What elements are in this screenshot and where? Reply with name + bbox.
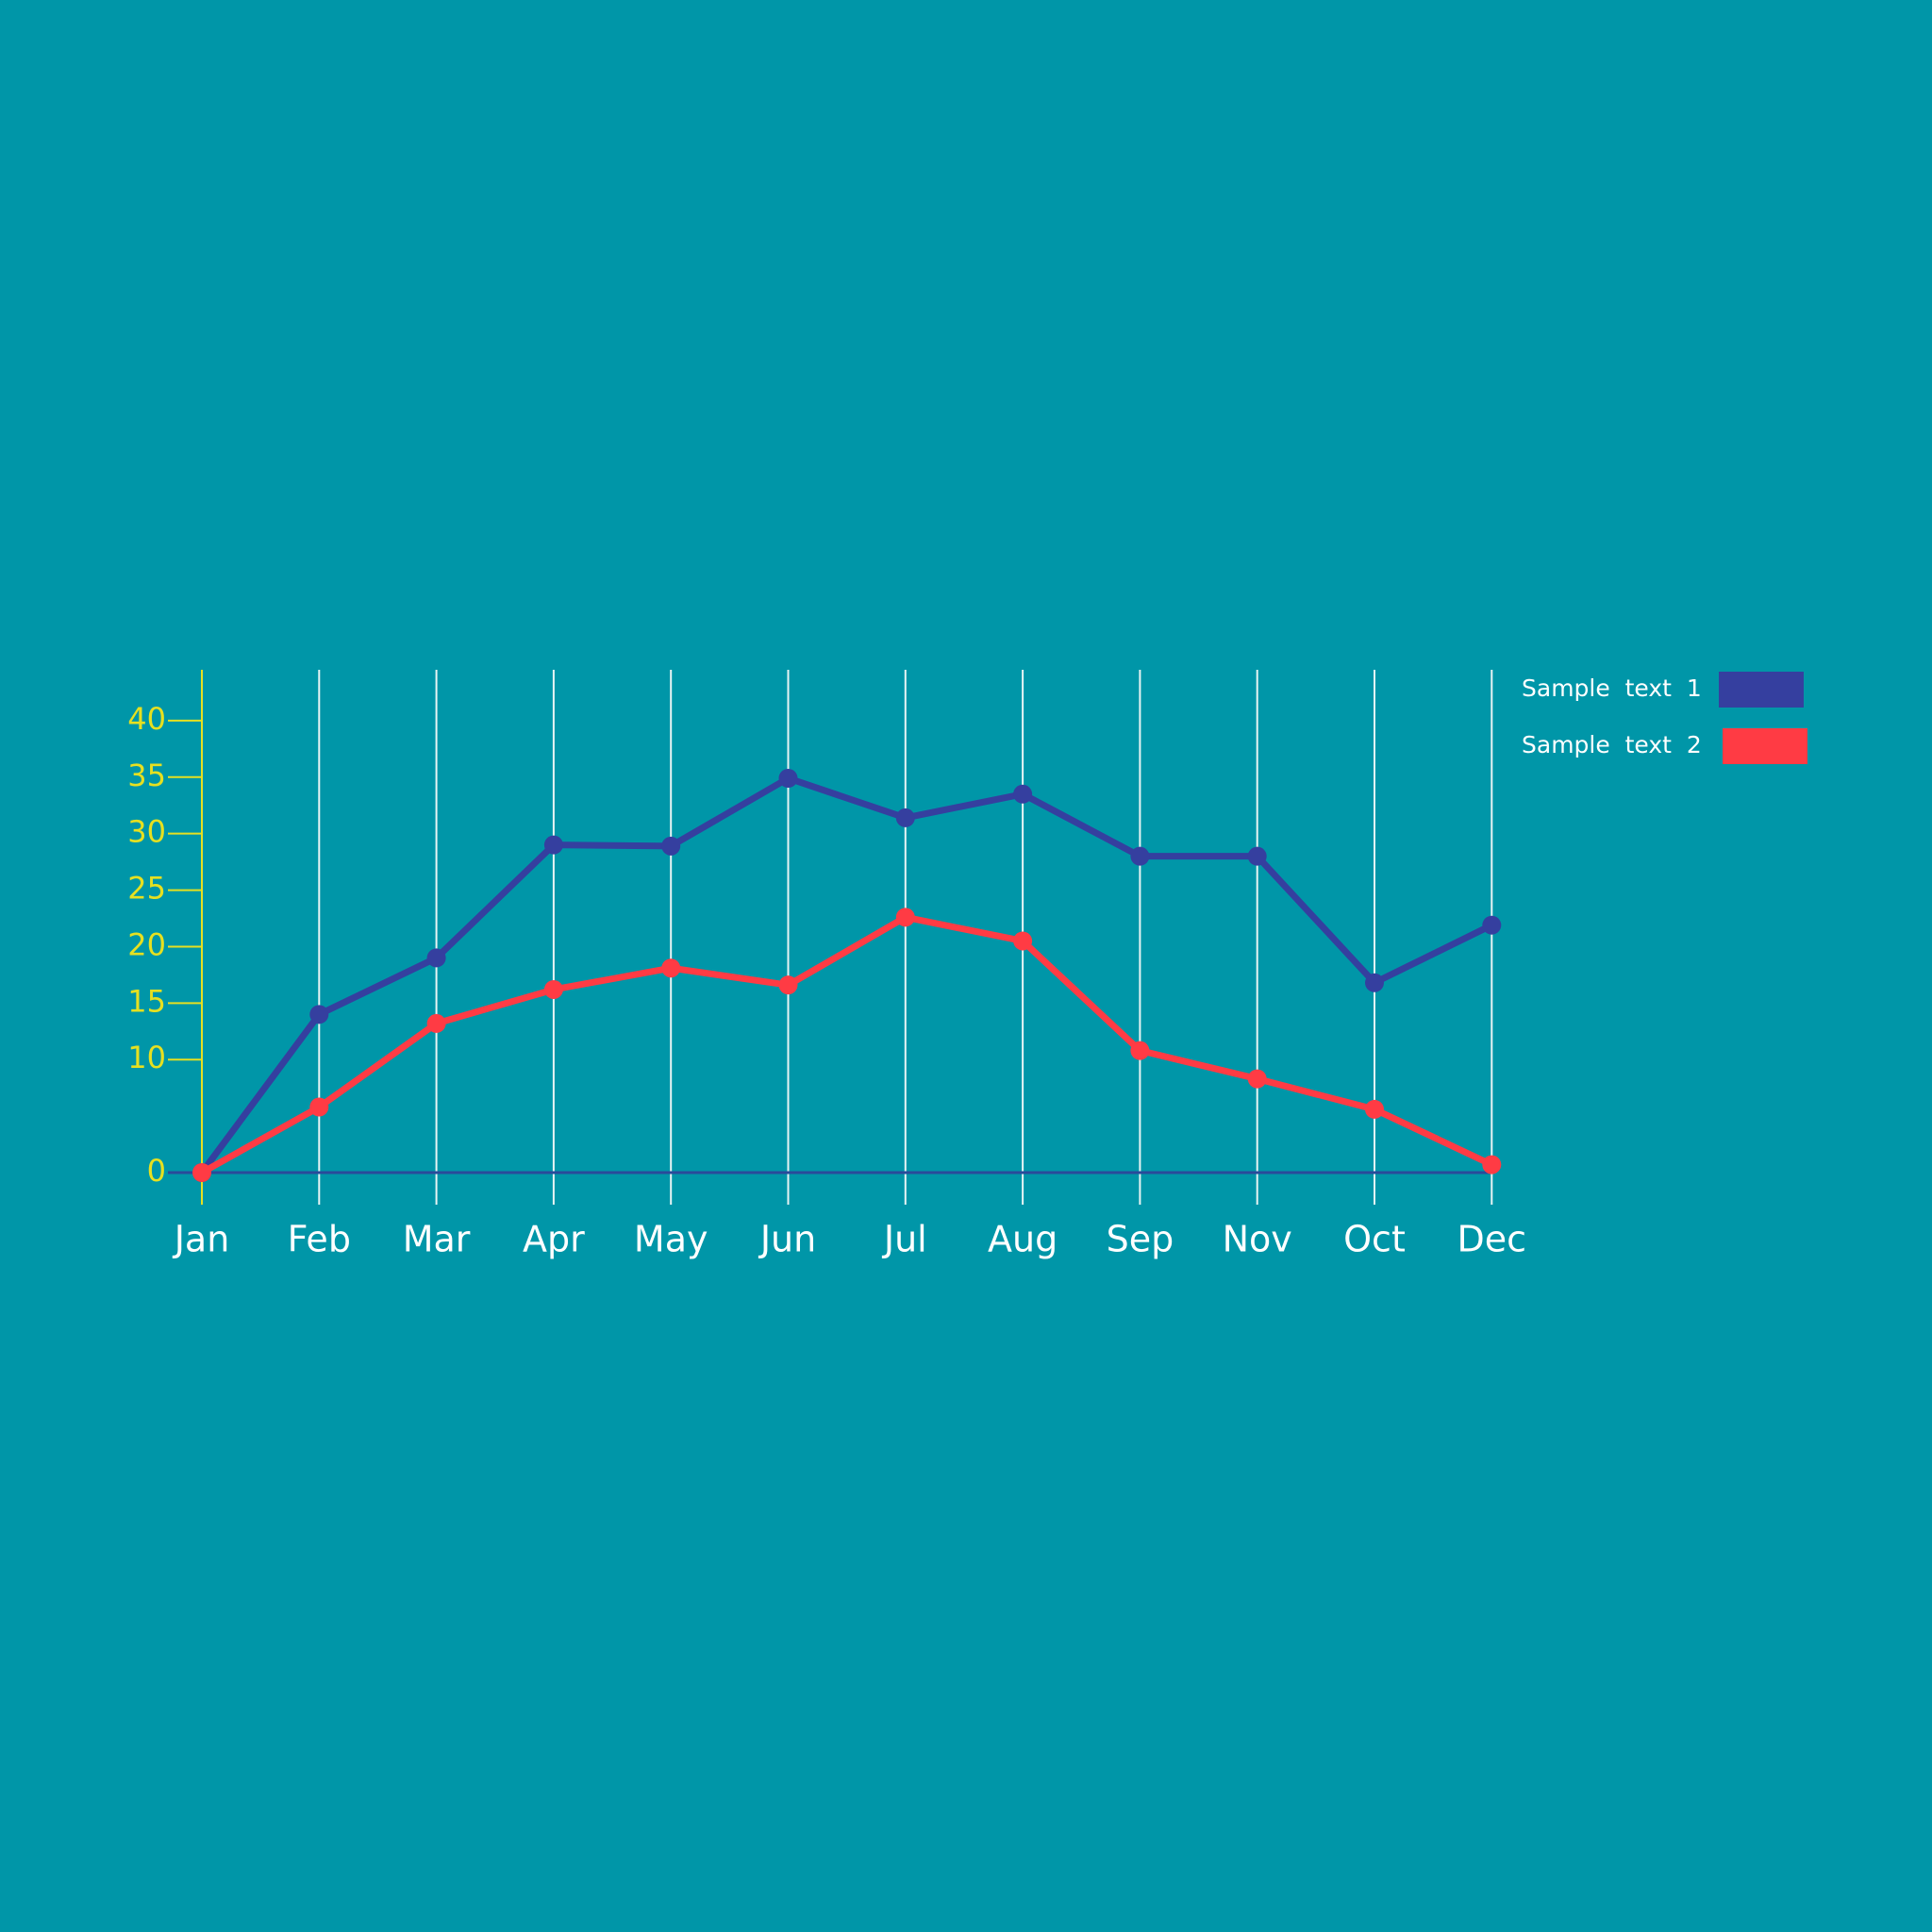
series-line <box>200 913 1493 1176</box>
point <box>426 1013 446 1033</box>
point <box>426 948 446 968</box>
point <box>1247 1069 1267 1089</box>
point <box>1365 973 1384 992</box>
x-tick-label: Aug <box>988 1219 1058 1260</box>
legend-label: Sample text 2 <box>1522 731 1702 758</box>
y-tick-label: 0 <box>147 1153 166 1189</box>
y-tick-label: 30 <box>127 814 166 850</box>
point <box>1013 784 1033 804</box>
point <box>1482 915 1502 935</box>
y-tick-label: 40 <box>127 701 166 737</box>
y-tick-label: 35 <box>127 758 166 793</box>
point <box>1365 1099 1384 1119</box>
x-tick-label: Mar <box>403 1219 471 1260</box>
point <box>895 908 915 927</box>
point <box>895 808 915 827</box>
point <box>1130 846 1150 866</box>
point <box>661 958 681 978</box>
point <box>661 836 681 856</box>
x-tick-label: May <box>634 1219 708 1260</box>
point <box>192 1163 211 1182</box>
point <box>309 1005 329 1024</box>
y-tick-label: 15 <box>127 983 166 1019</box>
point <box>778 768 798 788</box>
point <box>309 1097 329 1117</box>
point <box>1482 1155 1502 1174</box>
x-tick-label: Jan <box>173 1219 230 1260</box>
y-tick-label: 25 <box>127 871 166 907</box>
legend-label: Sample text 1 <box>1522 675 1702 702</box>
point <box>1013 931 1033 951</box>
x-tick-label: Dec <box>1457 1219 1527 1260</box>
point <box>543 835 563 855</box>
x-tick-label: Nov <box>1223 1219 1292 1260</box>
x-tick-label: Sep <box>1107 1219 1174 1260</box>
series-line <box>199 774 1493 1175</box>
y-tick-label: 20 <box>127 926 166 962</box>
x-tick-label: Feb <box>288 1219 351 1260</box>
x-tick-label: Jun <box>758 1219 816 1260</box>
x-tick-label: Oct <box>1343 1219 1406 1260</box>
point <box>1247 846 1267 866</box>
x-tick-label: Apr <box>523 1219 585 1260</box>
x-tick-label: Jul <box>882 1219 927 1260</box>
legend-swatch <box>1723 728 1807 764</box>
y-tick-label: 10 <box>127 1040 166 1075</box>
point <box>1130 1041 1150 1060</box>
legend-swatch <box>1719 672 1804 708</box>
point <box>543 979 563 999</box>
point <box>778 975 798 995</box>
